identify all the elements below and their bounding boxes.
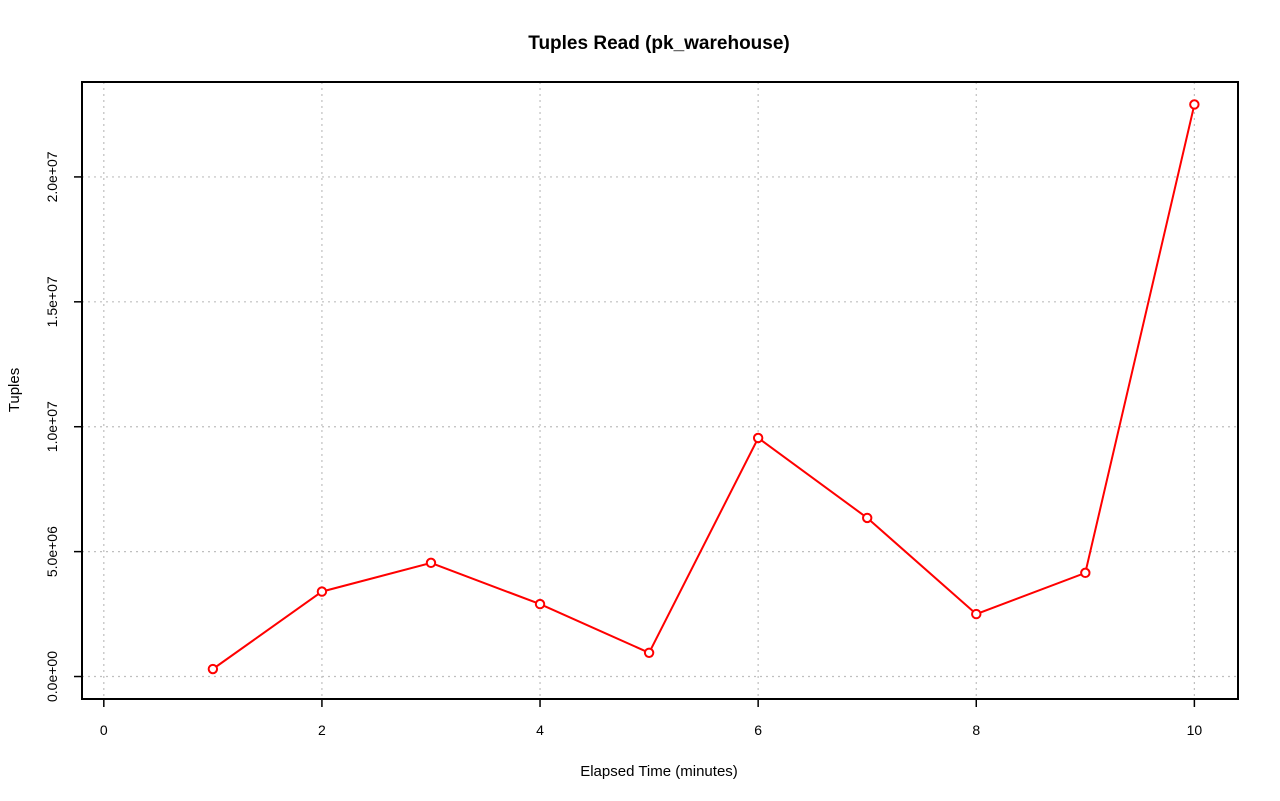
series-line [212,104,1196,670]
axes: 0 2 4 6 8 10 0.0e+00 5.0e+06 1.0e+07 1.5e+07 2.0e+… [44,151,1202,738]
y-tick-label: 5.0e+06 [44,526,60,577]
x-axis-label: Elapsed Time (minutes) [580,763,738,780]
x-tick-label: 6 [754,722,762,738]
plot-frame [81,81,1239,700]
data-point [1189,99,1200,110]
data-point [425,557,437,569]
chart-title: Tuples Read (pk_warehouse) [528,33,790,54]
data-point [643,647,655,658]
x-tick-label: 4 [536,722,544,738]
y-axis-label: Tuples [6,368,23,412]
data-point [534,598,546,610]
data-point [207,663,219,675]
data-point [752,432,764,444]
y-tick-label: 1.5e+07 [44,276,60,327]
y-tick-label: 1.0e+07 [44,401,60,452]
x-tick-label: 10 [1187,722,1203,738]
y-tick-label: 0.0e+00 [44,651,60,702]
data-series [207,99,1200,675]
data-point [1080,567,1091,579]
x-tick-label: 0 [100,722,108,738]
y-tick-label: 2.0e+07 [44,151,60,202]
data-point [316,586,328,597]
grid-lines [82,82,1238,699]
x-tick-label: 8 [972,722,980,738]
x-tick-label: 2 [318,722,326,738]
data-point [971,608,982,620]
data-point [862,512,873,524]
